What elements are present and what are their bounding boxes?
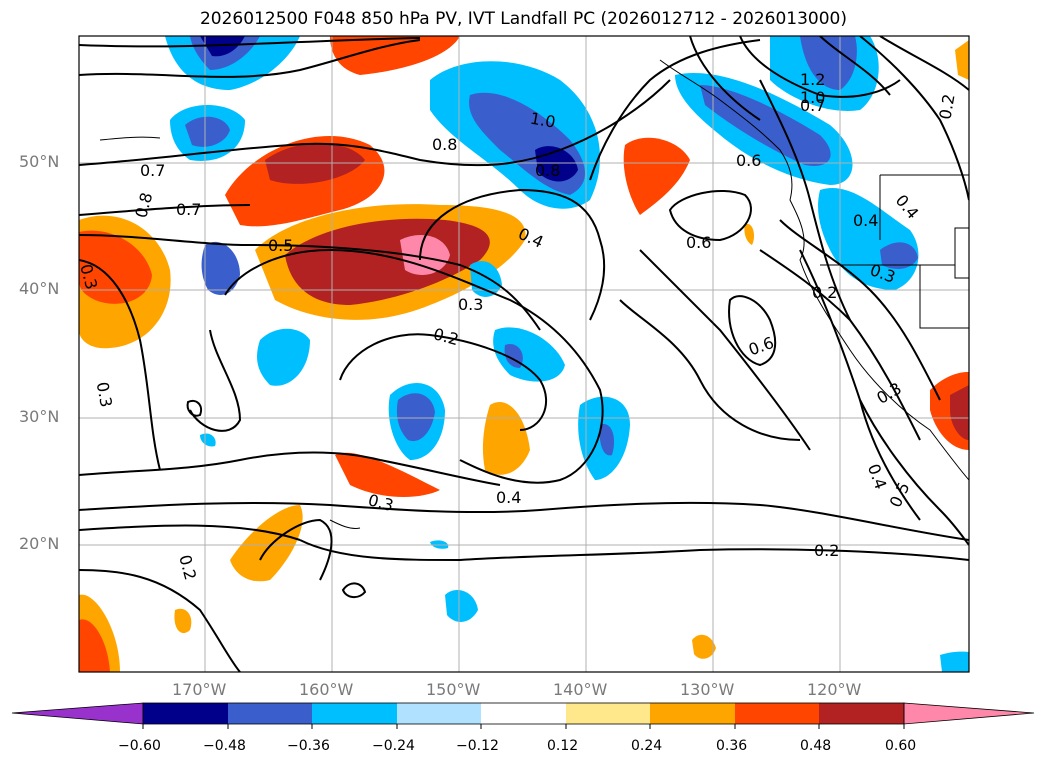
- colorbar-bin: [735, 703, 819, 724]
- colorbar-tick-label: 0.24: [631, 738, 663, 754]
- graticule: [79, 36, 969, 672]
- map-title: 2026012500 F048 850 hPa PV, IVT Landfall…: [199, 9, 847, 29]
- lat-label: 50°N: [19, 152, 60, 171]
- contour-label: 0.3: [873, 379, 905, 408]
- colorbar-high-extension: [903, 702, 1035, 725]
- contour-label: 0.7: [140, 161, 165, 180]
- colorbar-tick-label: 0.60: [885, 738, 917, 754]
- contour-label: 0.8: [535, 161, 560, 180]
- contour-label: 1.2: [800, 70, 825, 89]
- colorbar-bin: [143, 703, 228, 724]
- contour-label: 1.0: [800, 88, 825, 107]
- lon-label: 170°W: [172, 680, 227, 699]
- contour-label: 0.2: [175, 553, 200, 583]
- colorbar-tick-label: −0.24: [372, 738, 415, 754]
- lon-label: 130°W: [680, 680, 735, 699]
- colorbar: [11, 702, 1035, 729]
- colorbar-bin: [312, 703, 397, 724]
- lon-label: 160°W: [299, 680, 354, 699]
- contour-label: 0.2: [814, 541, 839, 560]
- colorbar-bin: [397, 703, 481, 724]
- colorbar-bin: [228, 703, 312, 724]
- colorbar-tick-label: −0.36: [287, 738, 330, 754]
- lat-label: 40°N: [19, 279, 60, 298]
- contour-label: 0.3: [458, 295, 483, 314]
- contour-label: 0.8: [131, 190, 156, 220]
- coastlines: [99, 59, 969, 529]
- colorbar-tick-label: 0.48: [800, 738, 832, 754]
- lon-label: 120°W: [807, 680, 862, 699]
- contour-label: 0.2: [812, 283, 837, 302]
- shaded-fields: [79, 36, 969, 672]
- contour-label: 0.6: [736, 151, 761, 170]
- colorbar-bin: [481, 703, 566, 724]
- contour-label: 0.4: [496, 488, 521, 507]
- map-frame: [78, 35, 970, 673]
- contour-label: 0.7: [176, 200, 201, 219]
- colorbar-tick-label: −0.48: [203, 738, 246, 754]
- contour-label: 0.2: [431, 324, 461, 349]
- colorbar-bin: [650, 703, 735, 724]
- ivt-contours: [79, 36, 969, 672]
- colorbar-bin: [819, 703, 904, 724]
- lon-label: 150°W: [426, 680, 481, 699]
- lat-label: 20°N: [19, 534, 60, 553]
- colorbar-bin: [566, 703, 650, 724]
- colorbar-tick-label: −0.60: [118, 738, 161, 754]
- contour-label: 0.5: [268, 236, 293, 255]
- contour-label: 0.3: [93, 380, 116, 408]
- colorbar-tick-label: −0.12: [456, 738, 499, 754]
- lon-label: 140°W: [553, 680, 608, 699]
- lat-label: 30°N: [19, 407, 60, 426]
- contour-label: 0.4: [892, 191, 923, 223]
- contour-label: 0.6: [686, 233, 711, 252]
- contour-label: 0.8: [432, 135, 457, 154]
- colorbar-tick-label: 0.12: [547, 738, 579, 754]
- contour-label: 0.2: [935, 93, 958, 121]
- contour-label: 0.7: [800, 96, 825, 115]
- contour-label: 0.4: [853, 211, 878, 230]
- colorbar-low-extension: [11, 702, 144, 725]
- contour-label: 1.0: [529, 109, 557, 132]
- colorbar-tick-label: 0.36: [716, 738, 748, 754]
